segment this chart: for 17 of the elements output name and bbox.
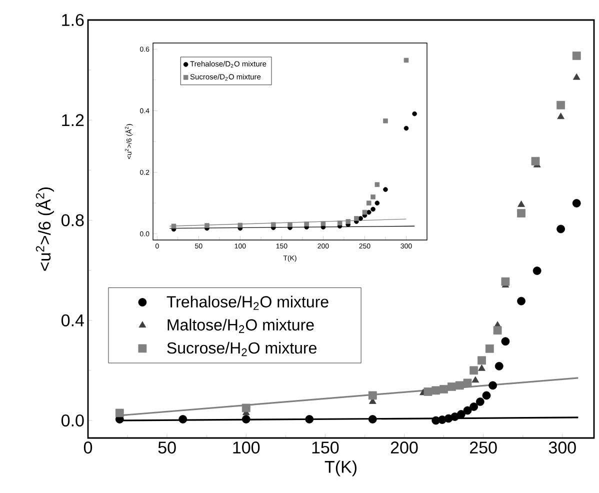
x-tick-label: 0 [84,442,92,454]
legend-label: Sucrose/H$_{2}$O mixture [167,342,316,356]
x-tick-label: 250 [470,442,497,454]
y-axis-title: <u$^{2}$>/6 (Å$^{2}$) [36,187,54,271]
legend-label: Trehalose/H$_{2}$O mixture [166,296,328,310]
legend-label: Maltose/H$_{2}$O mixture [168,318,314,333]
x-axis-title: T(K) [324,460,356,476]
y-tick-label: 0.4 [61,314,84,326]
x-tick-label: 150 [312,442,339,454]
x-tick-label: 200 [390,442,418,454]
y-tick-label: 0.8 [61,214,84,226]
y-tick-label: 0.0 [61,414,84,427]
x-tick-label: 100 [233,442,260,454]
y-tick-label: 1.6 [62,14,84,26]
y-tick-label: 1.2 [62,114,84,126]
x-tick-label: 300 [548,442,576,454]
x-tick-label: 50 [158,442,176,454]
